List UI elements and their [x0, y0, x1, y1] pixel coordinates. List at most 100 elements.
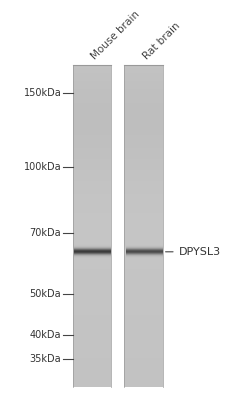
Bar	[124, 232, 162, 234]
Bar	[124, 71, 162, 73]
Bar	[124, 226, 162, 229]
Bar	[124, 344, 162, 347]
Bar	[124, 366, 162, 368]
Bar	[72, 200, 110, 202]
Bar	[72, 114, 110, 116]
Bar	[72, 226, 110, 229]
Bar	[72, 116, 110, 119]
Bar	[72, 304, 110, 307]
Text: 70kDa: 70kDa	[30, 228, 61, 238]
Bar	[72, 164, 110, 167]
Bar	[124, 189, 162, 191]
Bar	[72, 186, 110, 189]
Bar	[72, 310, 110, 312]
Bar	[72, 250, 110, 253]
Bar	[124, 216, 162, 218]
Bar	[72, 307, 110, 310]
Bar	[72, 318, 110, 320]
Bar	[72, 350, 110, 352]
Bar	[72, 189, 110, 191]
Bar	[72, 65, 110, 68]
Bar	[124, 65, 162, 68]
Bar	[124, 130, 162, 132]
Bar	[124, 285, 162, 288]
Bar	[72, 363, 110, 366]
Bar	[124, 280, 162, 283]
Bar	[124, 360, 162, 363]
Bar	[72, 103, 110, 106]
Bar	[124, 98, 162, 100]
Bar	[124, 100, 162, 103]
Bar	[72, 151, 110, 154]
Bar	[124, 240, 162, 242]
Bar	[72, 148, 110, 151]
Bar	[72, 261, 110, 264]
Bar	[124, 229, 162, 232]
Bar	[124, 261, 162, 264]
Bar	[72, 197, 110, 200]
Bar	[124, 339, 162, 342]
Bar	[72, 162, 110, 164]
Bar	[72, 248, 110, 250]
Bar	[124, 170, 162, 173]
Bar	[124, 156, 162, 159]
Bar	[72, 312, 110, 315]
Bar	[72, 315, 110, 318]
Bar	[124, 326, 162, 328]
Bar	[124, 336, 162, 339]
Bar	[124, 283, 162, 285]
Bar	[124, 162, 162, 164]
Bar	[72, 331, 110, 334]
Bar	[124, 103, 162, 106]
Bar	[72, 264, 110, 266]
Bar	[72, 382, 110, 384]
Bar	[72, 374, 110, 376]
Bar	[72, 111, 110, 114]
Bar	[124, 371, 162, 374]
Bar	[72, 208, 110, 210]
Bar	[124, 358, 162, 360]
Bar	[72, 205, 110, 208]
Bar	[124, 159, 162, 162]
Bar	[72, 274, 110, 277]
Bar	[72, 194, 110, 197]
Bar	[72, 339, 110, 342]
Bar	[72, 277, 110, 280]
Bar	[124, 347, 162, 350]
Bar	[72, 119, 110, 122]
Bar	[72, 355, 110, 358]
Bar	[124, 328, 162, 331]
Bar	[72, 173, 110, 175]
Bar	[72, 368, 110, 371]
Bar	[72, 175, 110, 178]
Bar	[124, 95, 162, 98]
Bar	[124, 299, 162, 301]
Bar	[124, 183, 162, 186]
Bar	[72, 100, 110, 103]
Bar	[72, 140, 110, 143]
Bar	[72, 272, 110, 274]
Bar	[124, 122, 162, 124]
Bar	[72, 124, 110, 127]
Bar	[124, 242, 162, 245]
Bar	[72, 258, 110, 261]
Text: 40kDa: 40kDa	[30, 330, 61, 340]
Bar	[124, 175, 162, 178]
Bar	[72, 266, 110, 269]
Bar	[72, 135, 110, 138]
Bar	[124, 218, 162, 221]
Bar	[72, 79, 110, 81]
Bar	[72, 237, 110, 240]
Text: 50kDa: 50kDa	[30, 289, 61, 299]
Bar	[124, 146, 162, 148]
Bar	[72, 167, 110, 170]
Bar	[124, 250, 162, 253]
Bar	[124, 368, 162, 371]
Bar	[72, 213, 110, 216]
Text: Mouse brain: Mouse brain	[89, 9, 141, 62]
Bar	[72, 218, 110, 221]
Bar	[72, 76, 110, 79]
Bar	[124, 119, 162, 122]
Bar	[72, 288, 110, 291]
Bar	[124, 191, 162, 194]
